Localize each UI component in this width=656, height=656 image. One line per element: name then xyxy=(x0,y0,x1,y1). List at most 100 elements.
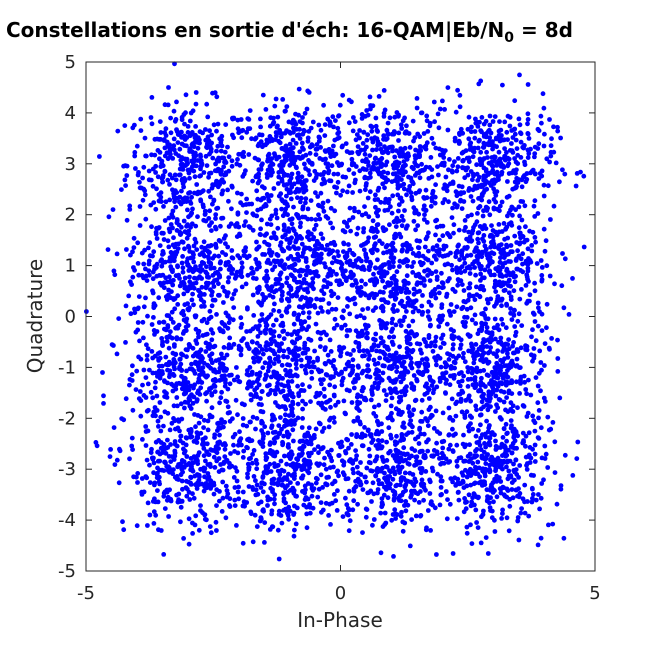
scatter-point xyxy=(394,364,400,370)
scatter-point xyxy=(402,314,407,320)
scatter-point xyxy=(199,304,204,309)
scatter-point xyxy=(271,308,276,313)
scatter-point xyxy=(550,420,556,425)
scatter-point xyxy=(171,195,177,201)
scatter-point xyxy=(528,392,534,398)
scatter-point xyxy=(433,334,439,340)
scatter-point xyxy=(318,190,324,196)
scatter-point xyxy=(205,254,211,260)
scatter-point xyxy=(402,392,408,398)
scatter-point xyxy=(432,119,437,125)
scatter-point xyxy=(325,399,331,404)
scatter-point xyxy=(215,205,221,211)
scatter-point xyxy=(433,295,439,301)
scatter-point xyxy=(159,467,165,473)
scatter-point xyxy=(340,188,346,194)
scatter-point xyxy=(235,253,241,258)
scatter-point xyxy=(161,280,167,286)
scatter-point xyxy=(207,128,213,134)
scatter-point xyxy=(535,126,541,132)
scatter-point xyxy=(268,193,274,198)
scatter-point xyxy=(443,370,449,375)
scatter-point xyxy=(120,519,125,525)
scatter-point xyxy=(464,306,470,312)
scatter-point xyxy=(355,144,361,150)
scatter-point xyxy=(303,200,308,206)
scatter-point xyxy=(334,271,339,277)
scatter-point xyxy=(310,359,316,365)
scatter-point xyxy=(254,385,260,391)
scatter-point xyxy=(411,407,417,413)
scatter-point xyxy=(381,175,387,181)
scatter-point xyxy=(396,411,401,417)
scatter-point xyxy=(260,365,266,371)
scatter-point xyxy=(481,275,487,281)
scatter-point xyxy=(289,332,294,337)
scatter-point xyxy=(331,239,337,245)
scatter-point xyxy=(527,292,533,298)
scatter-point xyxy=(362,204,367,210)
scatter-point xyxy=(442,360,448,365)
scatter-point xyxy=(487,339,493,345)
scatter-point xyxy=(151,328,157,333)
scatter-point xyxy=(141,335,146,341)
scatter-point xyxy=(356,209,362,215)
scatter-point xyxy=(158,273,164,278)
scatter-point xyxy=(417,144,423,149)
scatter-point xyxy=(254,340,260,346)
scatter-point xyxy=(404,273,410,279)
scatter-point xyxy=(530,327,535,333)
scatter-point xyxy=(166,215,172,221)
scatter-point xyxy=(491,206,497,212)
scatter-point xyxy=(172,306,178,312)
scatter-point xyxy=(200,188,206,194)
scatter-point xyxy=(410,118,416,124)
scatter-point xyxy=(475,185,480,191)
scatter-point xyxy=(495,267,501,273)
scatter-point xyxy=(388,365,394,371)
scatter-point xyxy=(259,302,264,308)
scatter-point xyxy=(184,368,189,374)
scatter-point xyxy=(502,146,507,152)
scatter-point xyxy=(193,101,199,107)
scatter-point xyxy=(146,168,152,174)
scatter-point xyxy=(220,479,226,485)
scatter-point xyxy=(474,284,479,290)
scatter-point xyxy=(494,354,500,359)
scatter-point xyxy=(196,135,201,141)
scatter-point xyxy=(514,146,520,152)
scatter-point xyxy=(367,189,373,195)
scatter-point xyxy=(472,378,478,383)
scatter-point xyxy=(155,465,160,471)
scatter-point xyxy=(163,199,169,205)
scatter-point xyxy=(538,388,543,394)
scatter-point xyxy=(153,512,159,518)
scatter-point xyxy=(165,410,171,416)
scatter-point xyxy=(424,368,430,374)
scatter-point xyxy=(179,188,184,194)
scatter-point xyxy=(451,309,457,314)
scatter-point xyxy=(161,493,167,499)
scatter-point xyxy=(504,266,510,272)
scatter-point xyxy=(468,140,474,146)
scatter-point xyxy=(478,422,483,428)
scatter-point xyxy=(464,409,470,415)
scatter-point xyxy=(178,336,184,342)
scatter-point xyxy=(191,281,196,287)
scatter-point xyxy=(424,113,430,119)
scatter-point xyxy=(300,406,305,412)
scatter-point xyxy=(155,351,161,356)
scatter-point xyxy=(290,137,296,143)
scatter-point xyxy=(359,266,365,272)
scatter-point xyxy=(383,325,389,331)
scatter-point xyxy=(193,314,198,320)
scatter-point xyxy=(300,204,306,210)
scatter-point xyxy=(246,346,252,352)
scatter-point xyxy=(247,108,253,113)
scatter-point xyxy=(364,108,370,113)
scatter-point xyxy=(443,243,449,249)
scatter-point xyxy=(390,193,396,199)
scatter-point xyxy=(218,223,223,229)
chart-title-subscript: 0 xyxy=(504,30,515,46)
scatter-point xyxy=(152,385,158,391)
